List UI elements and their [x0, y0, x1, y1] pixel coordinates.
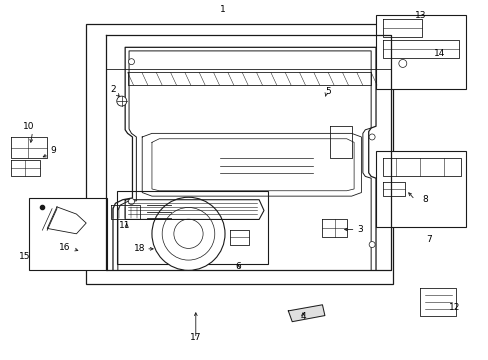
Text: 5: 5 — [325, 86, 330, 95]
Text: 10: 10 — [23, 122, 35, 131]
Text: 17: 17 — [190, 333, 201, 342]
Text: 16: 16 — [59, 243, 70, 252]
Bar — [375, 15, 465, 89]
Text: 12: 12 — [448, 303, 460, 312]
Circle shape — [368, 242, 374, 248]
Text: 1: 1 — [219, 5, 225, 14]
Text: 9: 9 — [51, 146, 56, 155]
Text: 7: 7 — [425, 235, 430, 244]
Circle shape — [368, 134, 374, 140]
Bar — [117, 191, 267, 264]
Text: 15: 15 — [19, 252, 30, 261]
Text: 6: 6 — [235, 262, 241, 271]
Bar — [29, 198, 107, 270]
Text: 13: 13 — [414, 10, 426, 19]
Circle shape — [128, 59, 134, 65]
Polygon shape — [288, 305, 324, 321]
Text: 18: 18 — [134, 244, 145, 253]
Text: 11: 11 — [119, 221, 131, 230]
Circle shape — [117, 96, 126, 106]
Circle shape — [398, 59, 406, 67]
Text: 2: 2 — [110, 85, 116, 94]
Bar — [375, 151, 465, 226]
Text: 14: 14 — [433, 49, 444, 58]
Text: 8: 8 — [422, 195, 427, 204]
Text: 3: 3 — [357, 225, 363, 234]
Bar — [86, 24, 392, 284]
Text: 4: 4 — [300, 312, 305, 321]
Circle shape — [174, 219, 203, 248]
Circle shape — [152, 197, 224, 270]
Circle shape — [128, 198, 134, 204]
Circle shape — [162, 207, 214, 260]
